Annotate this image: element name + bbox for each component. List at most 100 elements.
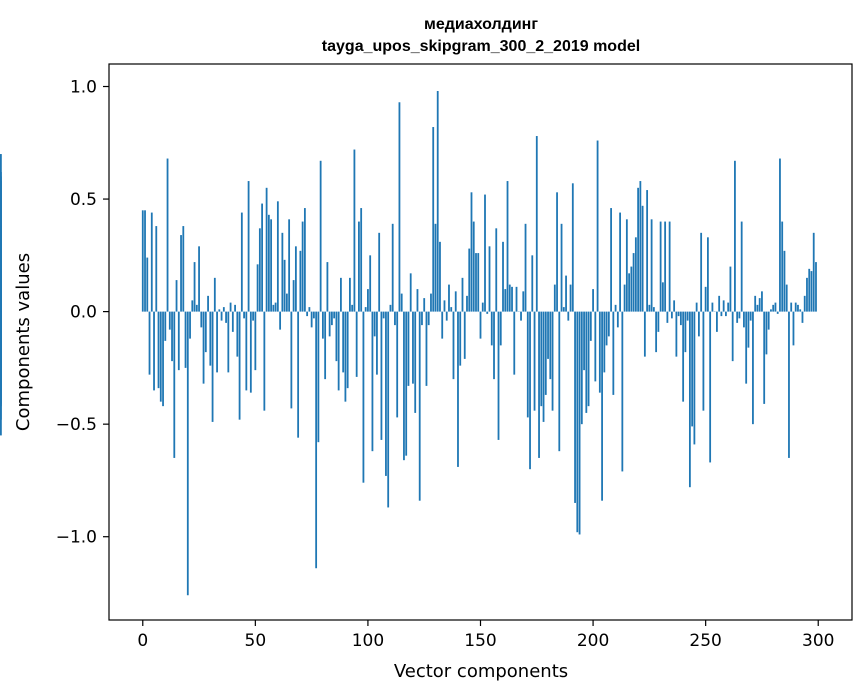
bar [718, 295, 721, 312]
bar [328, 311, 331, 337]
bar [540, 311, 543, 407]
bar [213, 277, 216, 312]
bar [592, 289, 594, 312]
bar [367, 289, 369, 312]
bar [682, 311, 685, 402]
bar [470, 192, 473, 312]
x-tick-label: 300 [802, 631, 834, 651]
bar [452, 311, 455, 380]
bar [655, 311, 658, 353]
bar [189, 311, 191, 339]
bar [335, 311, 338, 362]
bar [391, 223, 394, 312]
bar [781, 221, 784, 312]
bar [493, 311, 495, 380]
bar [585, 311, 588, 413]
bar [691, 311, 694, 427]
bar [504, 289, 507, 312]
bar [526, 311, 529, 418]
bar [207, 295, 209, 312]
bar [702, 311, 705, 411]
bar [574, 311, 576, 503]
bar [693, 311, 696, 445]
bar [249, 311, 252, 393]
y-tick-label: −1.0 [56, 528, 97, 548]
bar [612, 311, 615, 395]
bar [722, 300, 725, 312]
bar [292, 280, 295, 312]
bar [788, 311, 790, 458]
bar [270, 219, 273, 312]
bar [380, 311, 383, 440]
bar [317, 311, 320, 443]
bar [274, 302, 277, 312]
bar [666, 311, 669, 323]
bar [808, 268, 811, 312]
bar [195, 304, 198, 312]
bar [164, 311, 167, 341]
bar [779, 158, 781, 312]
bar [603, 311, 606, 373]
bar [283, 259, 286, 312]
chart-title: медиахолдинг [424, 16, 538, 33]
bar [749, 311, 752, 321]
bar [607, 311, 610, 337]
bar [770, 309, 772, 312]
bar [162, 311, 164, 407]
bar [668, 221, 671, 312]
bar [310, 311, 313, 328]
bar [315, 311, 318, 569]
bar [499, 311, 502, 346]
bar [272, 304, 275, 312]
bar [306, 311, 309, 317]
bar [281, 232, 284, 312]
bar [725, 311, 727, 317]
bar [481, 302, 484, 312]
y-axis-label: Components values [13, 253, 34, 431]
bar [362, 311, 365, 483]
bar [245, 311, 248, 391]
bar [373, 311, 376, 337]
bar [166, 158, 169, 312]
bar [303, 208, 306, 312]
bar [168, 311, 171, 330]
bar [745, 311, 748, 384]
bar [610, 208, 612, 312]
bar [632, 253, 635, 312]
bar [634, 237, 637, 312]
bar [445, 311, 448, 321]
bar [688, 311, 691, 488]
bar [200, 311, 203, 328]
bar [596, 140, 599, 312]
y-axis: −1.0 −0.5 0.0 0.5 1.0 [56, 78, 109, 548]
bar [538, 311, 540, 458]
bar [216, 311, 218, 373]
bar [353, 149, 356, 312]
bar [157, 311, 160, 389]
bar [497, 311, 500, 440]
bar [616, 311, 619, 328]
bar [400, 293, 403, 312]
bar [727, 302, 730, 312]
bar [549, 311, 552, 380]
plot-title: медиахолдинг tayga_upos_skipgram_300_2_2… [322, 16, 640, 55]
bar [686, 311, 689, 321]
bar [743, 311, 745, 328]
bar [407, 311, 410, 386]
bar [630, 266, 633, 312]
bar [652, 307, 655, 312]
bar [0, 226, 2, 312]
bar [551, 311, 554, 411]
bar [792, 311, 795, 346]
bar [396, 311, 399, 418]
bar [772, 304, 775, 312]
bar [454, 291, 457, 312]
bar [580, 311, 583, 425]
bar [639, 181, 642, 312]
bar [556, 192, 558, 312]
bar [765, 311, 768, 355]
bar [711, 302, 714, 312]
bar [756, 304, 759, 312]
bar [774, 302, 777, 312]
bar [153, 311, 155, 391]
